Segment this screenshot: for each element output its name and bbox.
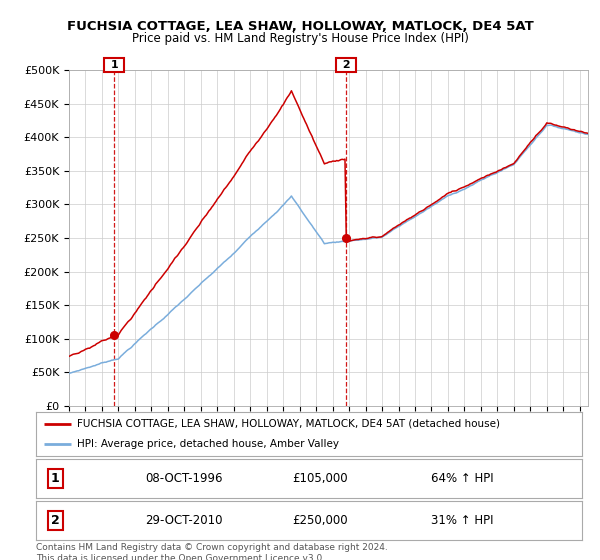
Text: Contains HM Land Registry data © Crown copyright and database right 2024.
This d: Contains HM Land Registry data © Crown c… — [36, 543, 388, 560]
Text: 2: 2 — [338, 60, 354, 70]
Text: Price paid vs. HM Land Registry's House Price Index (HPI): Price paid vs. HM Land Registry's House … — [131, 32, 469, 45]
Text: 31% ↑ HPI: 31% ↑ HPI — [431, 514, 493, 528]
Text: 1: 1 — [107, 60, 122, 70]
Text: 08-OCT-1996: 08-OCT-1996 — [145, 472, 223, 486]
Text: £105,000: £105,000 — [292, 472, 348, 486]
Text: 29-OCT-2010: 29-OCT-2010 — [145, 514, 223, 528]
Text: £250,000: £250,000 — [292, 514, 348, 528]
Text: FUCHSIA COTTAGE, LEA SHAW, HOLLOWAY, MATLOCK, DE4 5AT (detached house): FUCHSIA COTTAGE, LEA SHAW, HOLLOWAY, MAT… — [77, 419, 500, 429]
Text: HPI: Average price, detached house, Amber Valley: HPI: Average price, detached house, Ambe… — [77, 439, 339, 449]
Text: 2: 2 — [51, 514, 59, 528]
Text: 1: 1 — [51, 472, 59, 486]
Text: FUCHSIA COTTAGE, LEA SHAW, HOLLOWAY, MATLOCK, DE4 5AT: FUCHSIA COTTAGE, LEA SHAW, HOLLOWAY, MAT… — [67, 20, 533, 32]
Text: 64% ↑ HPI: 64% ↑ HPI — [431, 472, 493, 486]
